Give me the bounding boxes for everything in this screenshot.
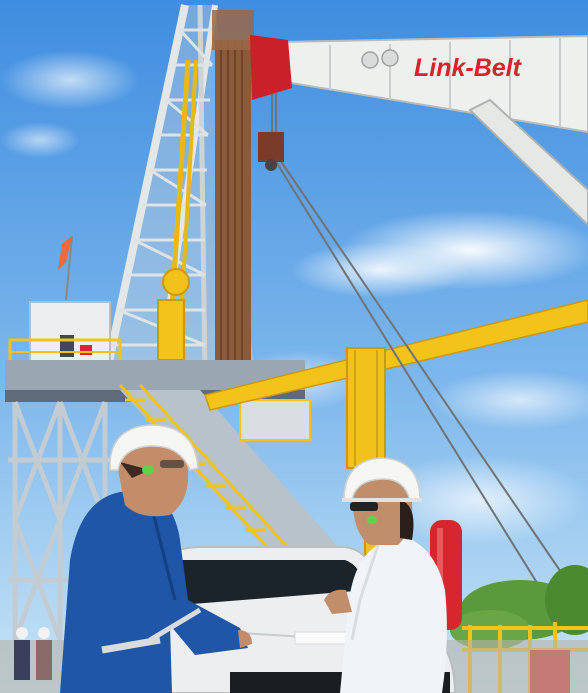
- worker-white-shirt: [324, 457, 447, 693]
- crane-brand-label: Link-Belt: [414, 54, 523, 82]
- mast-ladder: [157, 59, 198, 371]
- crane-hook-block: [258, 132, 284, 171]
- pipe-rack: [212, 10, 254, 390]
- worker-blue-coverall: [60, 424, 252, 693]
- windsock-flag: [58, 235, 73, 301]
- background-workers: [14, 627, 52, 680]
- crane-boom: Link-Belt: [250, 34, 588, 227]
